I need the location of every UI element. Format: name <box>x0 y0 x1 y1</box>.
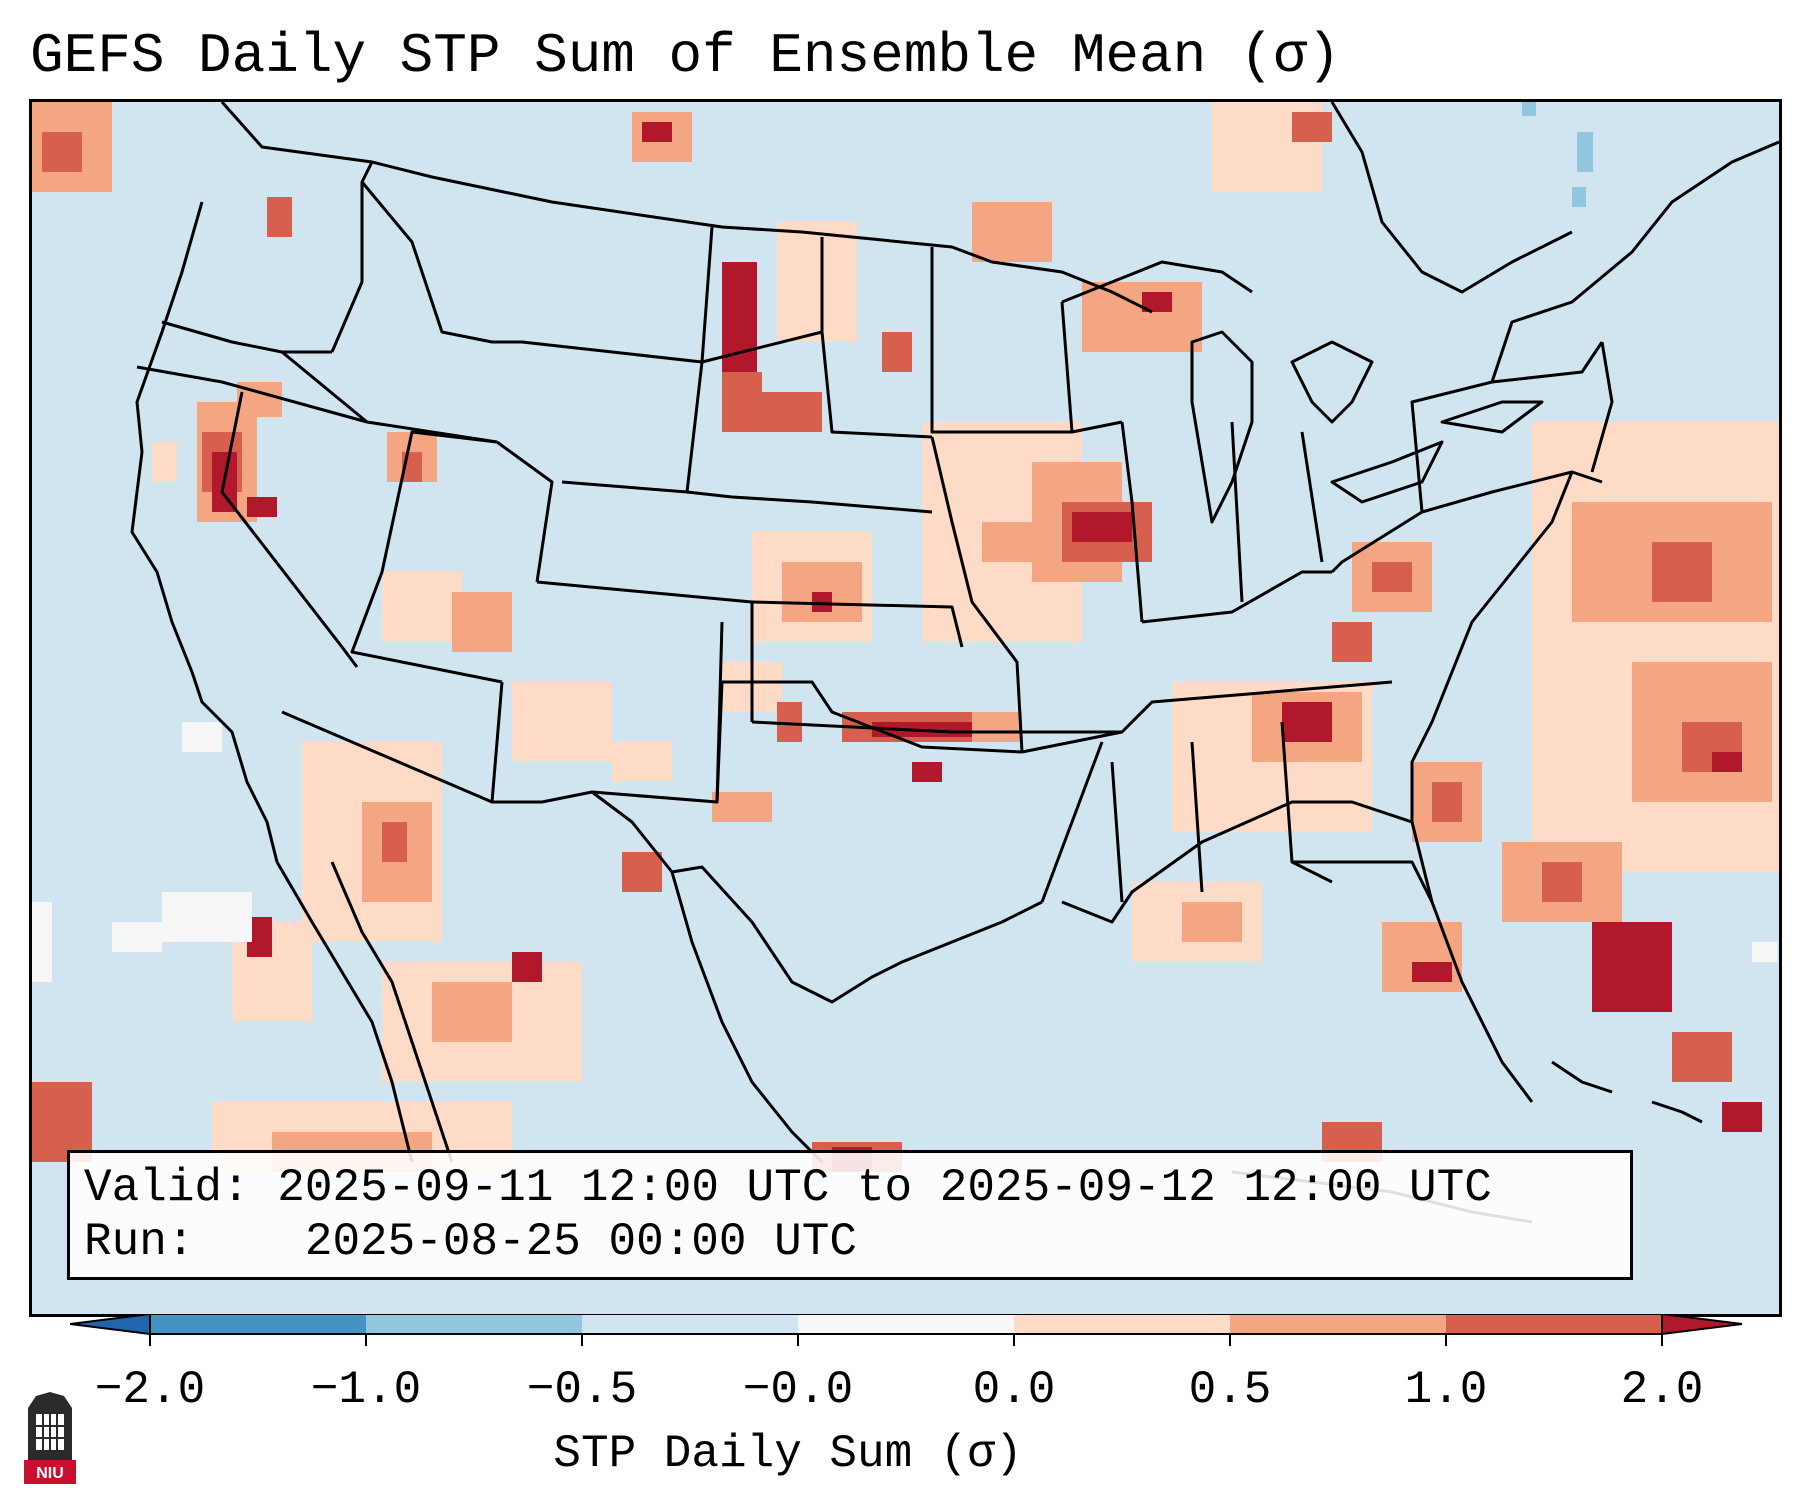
valid-label: Valid: <box>84 1162 250 1214</box>
colorbar-label: STP Daily Sum (σ) <box>553 1428 1023 1480</box>
colorbar-tick-label: −0.5 <box>526 1364 638 1416</box>
run-label: Run: <box>84 1216 195 1268</box>
colorbar-segment-1 <box>150 1314 366 1334</box>
colorbar-segment-7 <box>1446 1314 1662 1334</box>
colorbar-tick-label: −1.0 <box>310 1364 422 1416</box>
colorbar <box>70 1314 1743 1346</box>
valid-run-infobox: Valid: 2025-09-11 12:00 UTC to 2025-09-1… <box>67 1150 1633 1280</box>
niu-logo-text: NIU <box>36 1465 64 1482</box>
niu-logo: NIU <box>24 1392 76 1484</box>
colorbar-tick-label: 0.0 <box>972 1364 1056 1416</box>
colorbar-tick-label: −0.0 <box>742 1364 854 1416</box>
map-panel[interactable] <box>29 99 1782 1317</box>
political-boundaries <box>130 102 1779 1224</box>
valid-time: 2025-09-11 12:00 UTC to 2025-09-12 12:00… <box>277 1162 1492 1214</box>
colorbar-over-arrow <box>1661 1314 1743 1336</box>
colorbar-tick-label: 2.0 <box>1620 1364 1704 1416</box>
map-title: GEFS Daily STP Sum of Ensemble Mean (σ) <box>30 24 1341 88</box>
colorbar-segment-5 <box>1014 1314 1230 1334</box>
run-time: 2025-08-25 00:00 UTC <box>304 1216 857 1268</box>
stp-anomaly-field <box>32 102 1779 1172</box>
colorbar-segment-2 <box>366 1314 582 1334</box>
colorbar-tick-label: 0.5 <box>1188 1364 1272 1416</box>
colorbar-tick-label: 1.0 <box>1404 1364 1488 1416</box>
colorbar-under-arrow <box>70 1314 151 1336</box>
colorbar-segment-6 <box>1230 1314 1446 1334</box>
colorbar-segment-3 <box>582 1314 798 1334</box>
colorbar-segment-4 <box>798 1314 1014 1334</box>
colorbar-tick-label: −2.0 <box>94 1364 206 1416</box>
map-canvas <box>32 102 1779 1224</box>
